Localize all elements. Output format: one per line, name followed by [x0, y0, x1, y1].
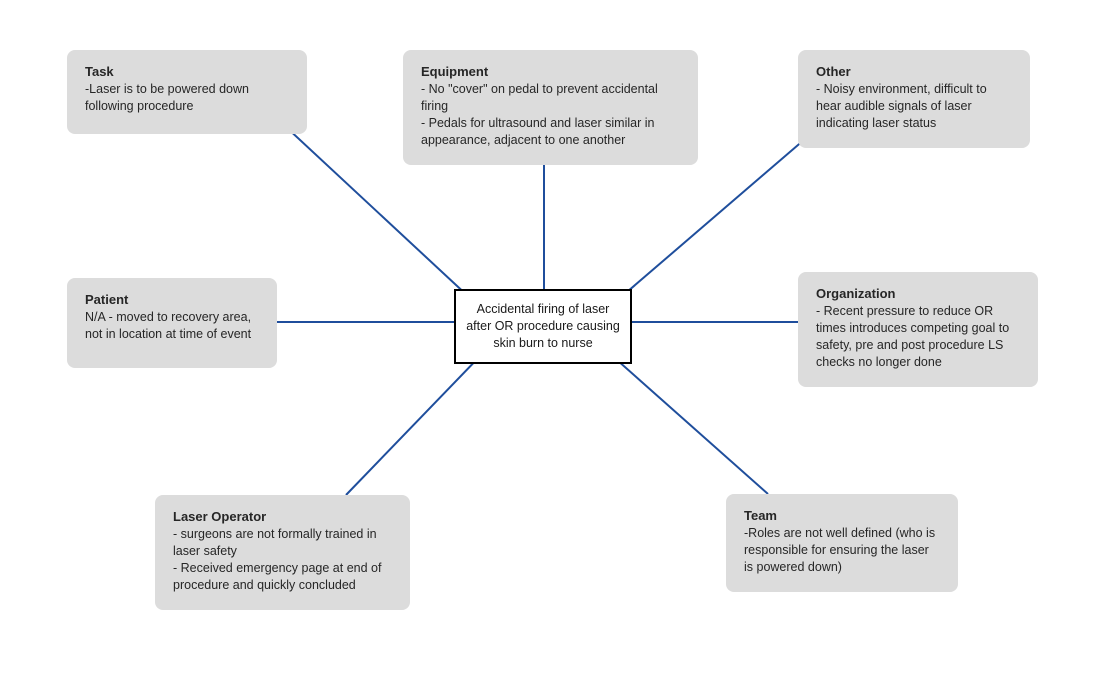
node-title: Equipment [421, 64, 680, 79]
node-body: -Laser is to be powered down following p… [85, 81, 289, 115]
node-equipment: Equipment - No "cover" on pedal to preve… [403, 50, 698, 165]
node-patient: Patient N/A - moved to recovery area, no… [67, 278, 277, 368]
node-other: Other - Noisy environment, difficult to … [798, 50, 1030, 148]
node-title: Task [85, 64, 289, 79]
node-team: Team -Roles are not well defined (who is… [726, 494, 958, 592]
node-body: N/A - moved to recovery area, not in loc… [85, 309, 259, 343]
diagram-canvas: Accidental firing of laser after OR proc… [0, 0, 1100, 700]
node-laser-operator: Laser Operator - surgeons are not formal… [155, 495, 410, 610]
node-body: - surgeons are not formally trained in l… [173, 526, 392, 594]
node-body: -Roles are not well defined (who is resp… [744, 525, 940, 576]
node-title: Other [816, 64, 1012, 79]
node-title: Patient [85, 292, 259, 307]
node-body: - Noisy environment, difficult to hear a… [816, 81, 1012, 132]
node-title: Organization [816, 286, 1020, 301]
node-organization: Organization - Recent pressure to reduce… [798, 272, 1038, 387]
node-title: Laser Operator [173, 509, 392, 524]
center-node: Accidental firing of laser after OR proc… [454, 289, 632, 364]
node-title: Team [744, 508, 940, 523]
node-body: - No "cover" on pedal to prevent acciden… [421, 81, 680, 149]
node-body: - Recent pressure to reduce OR times int… [816, 303, 1020, 371]
center-text: Accidental firing of laser after OR proc… [466, 302, 620, 350]
node-task: Task -Laser is to be powered down follow… [67, 50, 307, 134]
